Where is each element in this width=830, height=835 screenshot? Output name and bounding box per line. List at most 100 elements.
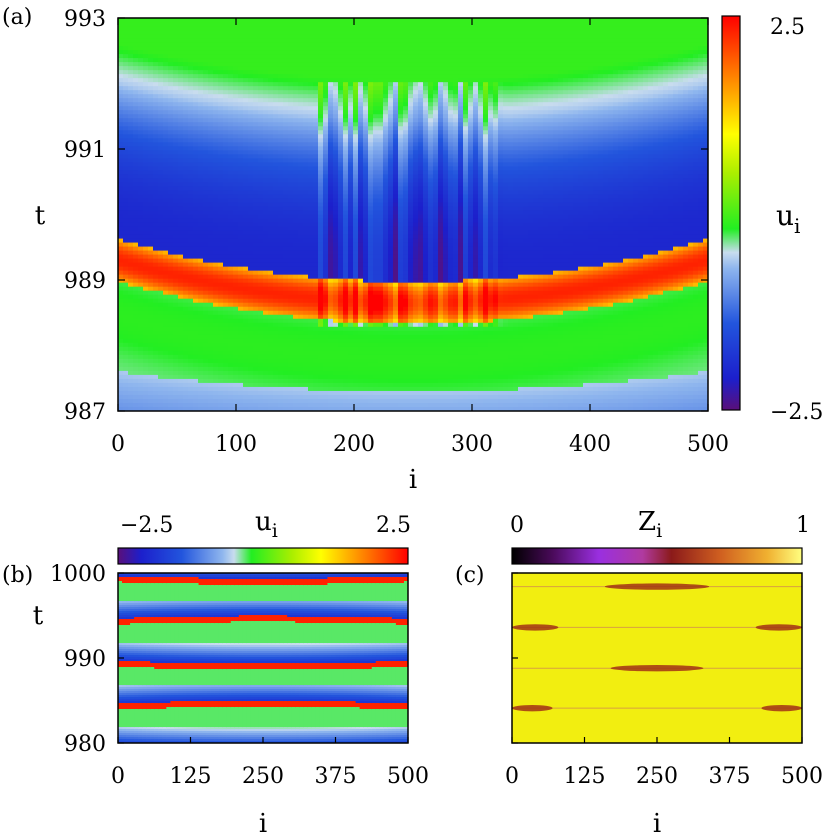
panel-a-heatmap-cell (363, 78, 369, 83)
panel-a-heatmap-cell (283, 62, 289, 67)
panel-a-heatmap-cell (253, 398, 259, 404)
panel-a-heatmap-cell (163, 402, 169, 408)
panel-a-heatmap-cell (123, 254, 129, 260)
panel-a-heatmap-cell (338, 146, 344, 151)
panel-a-heatmap-cell (293, 74, 299, 79)
panel-a-heatmap-cell (218, 386, 224, 392)
panel-a-heatmap-cell (278, 158, 284, 163)
panel-a-heatmap-cell (213, 78, 219, 83)
panel-a-heatmap-cell (248, 30, 254, 35)
panel-a-heatmap-cell (133, 322, 139, 328)
panel-a-heatmap-cell (213, 314, 219, 320)
panel-a-heatmap-cell (358, 102, 364, 107)
panel-a-heatmap-cell (283, 306, 289, 312)
panel-a-heatmap-cell (183, 258, 189, 264)
panel-a-heatmap-cell (223, 230, 229, 236)
panel-a-heatmap-cell (223, 126, 229, 131)
panel-a-heatmap-cell (123, 286, 129, 292)
panel-a-heatmap-cell (203, 338, 209, 344)
panel-a-heatmap-cell (363, 286, 369, 292)
panel-a-heatmap-cell (238, 374, 244, 380)
panel-a-heatmap-cell (298, 126, 304, 131)
panel-a-heatmap-cell (208, 258, 214, 264)
panel-a-heatmap-cell (203, 98, 209, 103)
panel-a-heatmap-cell (163, 210, 169, 216)
panel-a-heatmap-cell (238, 234, 244, 240)
panel-a-heatmap-cell (338, 46, 344, 51)
panel-a-heatmap-cell (158, 278, 164, 284)
panel-a-heatmap-cell (153, 102, 159, 107)
panel-a-heatmap-cell (193, 294, 199, 300)
panel-a-heatmap-cell (318, 250, 324, 256)
panel-a-heatmap-cell (363, 366, 369, 372)
panel-a-heatmap-cell (318, 66, 324, 71)
panel-a-heatmap-cell (118, 246, 124, 252)
panel-a-heatmap-cell (198, 382, 204, 388)
panel-a-heatmap-cell (358, 330, 364, 336)
panel-a-heatmap-cell (173, 122, 179, 127)
panel-a-heatmap-cell (258, 170, 264, 175)
panel-a-heatmap-cell (193, 126, 199, 131)
panel-a-heatmap-cell (253, 34, 259, 39)
panel-a-heatmap-cell (283, 326, 289, 332)
panel-a-heatmap-cell (353, 94, 359, 99)
panel-a-heatmap-cell (343, 322, 349, 328)
panel-a-heatmap-cell (273, 198, 279, 204)
panel-a-heatmap-cell (128, 30, 134, 35)
panel-a-heatmap-cell (293, 278, 299, 284)
panel-a-heatmap-cell (173, 234, 179, 240)
panel-a-heatmap-cell (213, 126, 219, 131)
panel-a-heatmap-cell (288, 110, 294, 115)
panel-a-heatmap-cell (198, 18, 204, 23)
panel-a-heatmap-cell (238, 346, 244, 352)
panel-a-heatmap-cell (348, 298, 354, 304)
panel-a-heatmap-cell (253, 30, 259, 35)
panel-a-heatmap-cell (193, 382, 199, 388)
panel-a-heatmap-cell (368, 102, 374, 107)
panel-a-heatmap-cell (253, 378, 259, 384)
panel-a-heatmap-cell (173, 162, 179, 167)
panel-a-heatmap-cell (343, 402, 349, 408)
panel-a-heatmap-cell (318, 266, 324, 272)
panel-a-heatmap-cell (288, 286, 294, 292)
panel-a-heatmap-cell (218, 318, 224, 324)
panel-a-heatmap-cell (283, 106, 289, 111)
panel-a-heatmap-cell (228, 254, 234, 260)
panel-a-heatmap-cell (223, 174, 229, 180)
panel-a-heatmap-cell (218, 26, 224, 31)
panel-a-heatmap-cell (203, 78, 209, 83)
panel-a-heatmap-cell (203, 398, 209, 404)
panel-a-heatmap-cell (298, 286, 304, 292)
panel-a-heatmap-cell (128, 222, 134, 228)
panel-a-heatmap-cell (213, 398, 219, 404)
panel-a-heatmap-cell (258, 202, 264, 208)
panel-a-heatmap-cell (293, 246, 299, 252)
panel-a-heatmap-cell (173, 286, 179, 292)
panel-a-heatmap-cell (313, 178, 319, 184)
panel-a-heatmap-cell (168, 270, 174, 276)
panel-a-heatmap-cell (223, 214, 229, 220)
panel-a-heatmap-cell (308, 406, 314, 411)
panel-a-heatmap-cell (123, 150, 129, 155)
panel-a-heatmap-cell (228, 86, 234, 91)
panel-a-heatmap-cell (283, 130, 289, 135)
panel-a-heatmap-cell (153, 38, 159, 43)
panel-a-heatmap-cell (358, 366, 364, 372)
panel-a-heatmap-cell (158, 82, 164, 87)
panel-a-heatmap-cell (283, 18, 289, 23)
panel-a-heatmap-cell (243, 338, 249, 344)
panel-a-heatmap-cell (173, 294, 179, 300)
panel-a-heatmap-cell (313, 318, 319, 324)
panel-a-heatmap-cell (363, 242, 369, 248)
panel-a-heatmap-cell (368, 342, 374, 348)
panel-a-heatmap-cell (263, 354, 269, 360)
panel-a-heatmap-cell (183, 74, 189, 79)
panel-a-heatmap-cell (138, 218, 144, 224)
panel-a-heatmap-cell (243, 290, 249, 296)
panel-a-heatmap-cell (233, 134, 239, 139)
panel-a-heatmap-cell (228, 138, 234, 143)
panel-a-heatmap-cell (348, 286, 354, 292)
panel-a-heatmap-cell (313, 334, 319, 340)
panel-a-heatmap-cell (353, 38, 359, 43)
panel-a-heatmap-cell (228, 194, 234, 200)
